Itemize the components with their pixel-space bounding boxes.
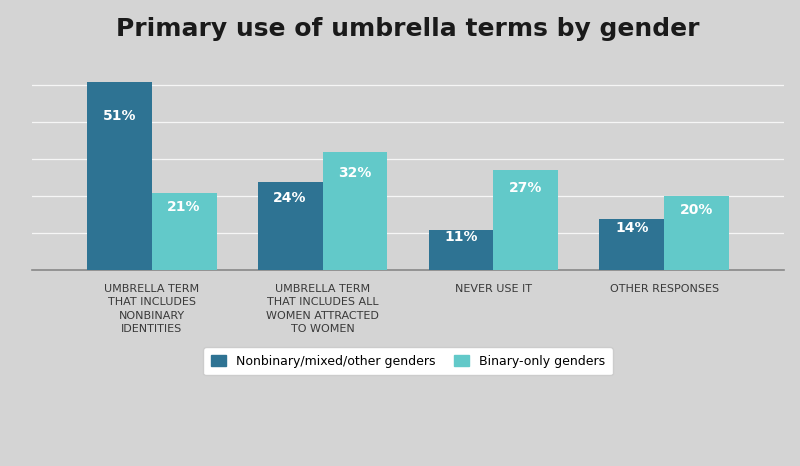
Text: 14%: 14% xyxy=(615,221,649,235)
Bar xyxy=(429,230,494,270)
Legend: Nonbinary/mixed/other genders, Binary-only genders: Nonbinary/mixed/other genders, Binary-on… xyxy=(203,348,613,376)
Bar xyxy=(664,196,730,270)
Text: 24%: 24% xyxy=(274,191,307,205)
Title: Primary use of umbrella terms by gender: Primary use of umbrella terms by gender xyxy=(116,18,700,41)
Bar xyxy=(494,171,558,270)
Bar xyxy=(599,219,664,270)
Bar xyxy=(86,82,152,270)
Bar xyxy=(322,152,387,270)
Text: 32%: 32% xyxy=(338,166,372,180)
Text: 20%: 20% xyxy=(680,203,714,217)
Bar xyxy=(258,182,322,270)
Bar xyxy=(152,192,217,270)
Text: 51%: 51% xyxy=(102,109,136,123)
Text: 27%: 27% xyxy=(510,181,542,195)
Text: 11%: 11% xyxy=(444,230,478,244)
Text: 21%: 21% xyxy=(167,199,201,213)
